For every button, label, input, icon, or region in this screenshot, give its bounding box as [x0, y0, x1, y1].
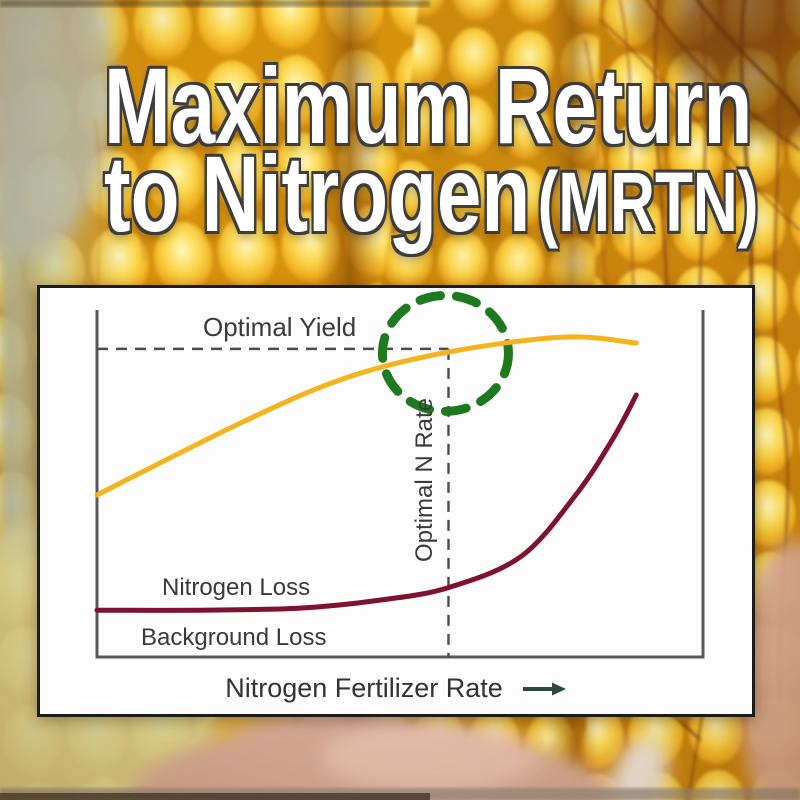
green-dashed-highlight-circle	[377, 290, 513, 416]
title-block: Maximum Return to Nitrogen(MRTN)	[0, 52, 800, 248]
x-axis-label: Nitrogen Fertilizer Rate	[225, 673, 503, 703]
optimal-n-rate-label: Optimal N Rate	[411, 397, 438, 563]
title-acronym: (MRTN)	[537, 155, 759, 249]
title-line-1: Maximum Return	[104, 52, 752, 160]
x-axis-label-row: Nitrogen Fertilizer Rate	[40, 673, 752, 704]
nitrogen-loss-label: Nitrogen Loss	[162, 574, 311, 601]
chart-panel: Optimal Yield Nitrogen Loss Background L…	[37, 285, 755, 717]
nitrogen-loss-curve	[94, 392, 639, 613]
title-line-1-text: Maximum Return	[104, 45, 753, 166]
optimal-yield-curve	[94, 334, 639, 498]
optimal-yield-label: Optimal Yield	[203, 312, 357, 342]
background-loss-label: Background Loss	[141, 624, 327, 651]
right-arrow-icon	[522, 682, 566, 695]
title-line-2: to Nitrogen(MRTN)	[104, 140, 759, 248]
title-line-2-text: to Nitrogen	[104, 133, 531, 254]
chart-plot-svg	[94, 290, 705, 659]
